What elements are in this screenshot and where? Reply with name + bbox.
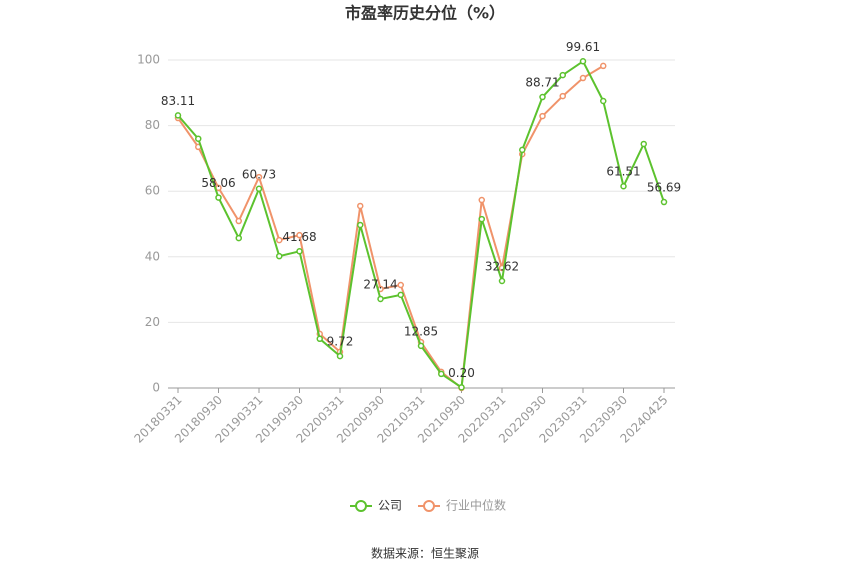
point [255, 185, 263, 193]
chart-title: 市盈率历史分位（%） [345, 4, 505, 23]
point [660, 198, 668, 206]
legend-label: 行业中位数 [446, 498, 506, 513]
point [559, 71, 566, 79]
point [397, 291, 404, 299]
point [519, 146, 526, 154]
point [357, 202, 364, 210]
point [316, 335, 323, 343]
data-label: 27.14 [363, 277, 397, 291]
data-label: 32.62 [485, 260, 519, 274]
data-label: 12.85 [404, 324, 438, 338]
point [336, 352, 344, 360]
y-tick-label: 20 [145, 315, 160, 329]
point [600, 97, 607, 105]
point [438, 370, 445, 378]
point [579, 74, 587, 82]
point [377, 295, 384, 303]
y-tick-label: 60 [145, 184, 160, 198]
point [640, 140, 647, 148]
point [235, 217, 242, 225]
source: 数据来源：恒生聚源 [371, 546, 479, 561]
point [600, 62, 607, 70]
data-label: 9.72 [327, 335, 354, 349]
point [397, 281, 404, 289]
point [255, 173, 263, 181]
data-label: 61.51 [606, 165, 640, 179]
point [559, 92, 566, 100]
point [478, 196, 485, 204]
data-label: 99.61 [566, 40, 600, 54]
point [235, 234, 242, 242]
point [296, 231, 303, 239]
point [215, 194, 222, 201]
point [276, 236, 283, 244]
point [195, 135, 202, 142]
point [417, 342, 425, 350]
point [296, 248, 303, 255]
data-label: 88.71 [525, 76, 559, 90]
point [276, 252, 283, 260]
point [539, 93, 546, 101]
y-tick-label: 100 [137, 53, 160, 67]
legend-marker [423, 500, 435, 512]
data-label: 83.11 [161, 94, 195, 108]
series-line [177, 59, 665, 390]
y-tick-label: 40 [145, 249, 160, 263]
data-label: 0.20 [448, 366, 475, 380]
point [498, 277, 506, 285]
y-tick-label: 80 [145, 118, 160, 132]
y-tick-label: 0 [152, 381, 160, 395]
point [174, 112, 182, 119]
data-label: 60.73 [242, 167, 276, 181]
data-label: 58.06 [201, 176, 235, 190]
data-label: 56.69 [647, 181, 681, 195]
point [458, 384, 465, 391]
legend-marker [355, 500, 367, 512]
point [579, 58, 587, 65]
point [478, 215, 485, 223]
point [357, 221, 364, 229]
point [539, 112, 546, 120]
data-label: 41.68 [282, 230, 316, 244]
series-line [177, 65, 604, 390]
legend-label: 公司 [378, 499, 402, 513]
point [620, 182, 627, 190]
